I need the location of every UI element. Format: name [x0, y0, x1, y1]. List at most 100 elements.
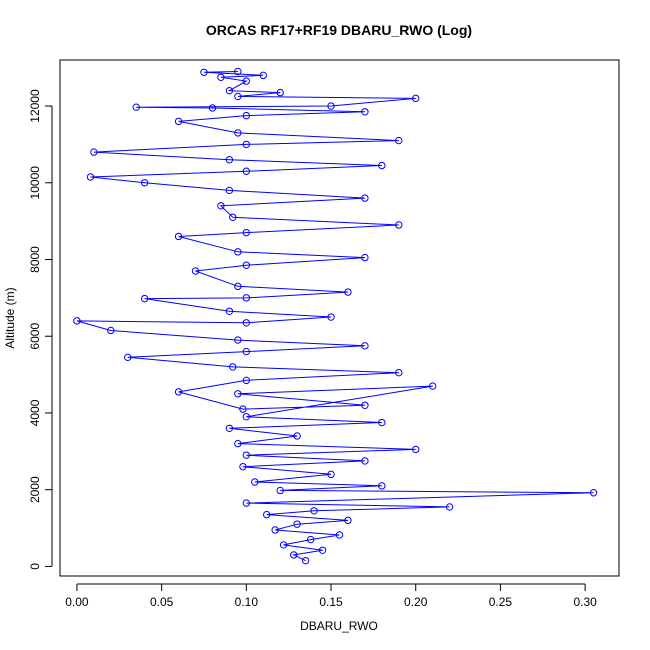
data-point — [234, 390, 242, 398]
data-point — [361, 194, 369, 202]
data-point — [344, 516, 352, 525]
series-line — [76, 71, 594, 562]
data-point — [86, 173, 95, 181]
chart-title: ORCAS RF17+RF19 DBARU_RWO (Log) — [206, 22, 472, 38]
data-point — [307, 535, 315, 544]
data-point — [361, 108, 369, 116]
data-point — [217, 202, 225, 210]
data-point — [217, 73, 225, 81]
data-point — [242, 77, 251, 85]
data-point — [234, 67, 242, 76]
data-point — [276, 486, 284, 495]
data-point — [293, 520, 301, 528]
data-point — [234, 129, 242, 137]
data-point — [242, 228, 251, 237]
data-point — [73, 317, 81, 325]
plot-frame — [59, 59, 620, 577]
data-point — [242, 319, 251, 327]
data-point — [225, 424, 234, 432]
data-point — [428, 382, 437, 390]
data-point — [174, 232, 183, 241]
data-point — [234, 248, 242, 256]
data-point — [132, 103, 140, 111]
data-point — [242, 294, 251, 302]
y-tick-label: 12000 — [28, 89, 42, 123]
y-tick-label: 0 — [28, 563, 42, 570]
data-point — [229, 363, 237, 371]
y-tick-label: 4000 — [28, 399, 42, 426]
data-point — [318, 546, 327, 554]
data-point — [225, 307, 234, 315]
data-point — [234, 282, 242, 291]
data-layer — [73, 67, 598, 565]
data-point — [344, 288, 352, 296]
x-tick-label: 0.25 — [489, 595, 513, 609]
data-point — [378, 161, 386, 170]
data-point — [412, 445, 420, 454]
data-point — [174, 388, 183, 396]
data-point — [200, 68, 208, 76]
data-point — [327, 102, 335, 110]
data-point — [335, 531, 344, 539]
data-point — [395, 221, 403, 229]
data-point — [174, 117, 183, 126]
data-point — [251, 478, 259, 486]
data-point — [225, 86, 234, 95]
x-axis: 0.00 0.05 0.10 0.15 0.20 0.25 0.30 — [65, 583, 597, 609]
data-point — [242, 499, 251, 507]
data-point — [301, 556, 310, 565]
data-point — [361, 342, 369, 350]
data-point — [191, 267, 200, 275]
x-tick-label: 0.30 — [573, 595, 597, 609]
y-axis-label: Altitude (m) — [3, 287, 17, 348]
data-point — [262, 510, 271, 519]
data-point — [239, 405, 247, 413]
data-point — [378, 482, 386, 490]
data-point — [395, 136, 403, 145]
data-point — [239, 462, 247, 471]
data-point — [234, 92, 242, 101]
x-tick-label: 0.05 — [150, 595, 174, 609]
data-point — [242, 140, 251, 149]
x-tick-label: 0.00 — [65, 595, 89, 609]
data-point — [310, 507, 318, 515]
data-point — [293, 432, 301, 440]
data-point — [242, 451, 251, 459]
data-point — [361, 457, 369, 465]
y-tick-label: 6000 — [28, 323, 42, 350]
data-point — [259, 71, 267, 80]
data-point — [290, 551, 298, 559]
y-tick-label: 10000 — [28, 166, 42, 200]
data-point — [140, 179, 149, 187]
data-point — [276, 88, 284, 97]
x-tick-label: 0.10 — [235, 595, 259, 609]
x-axis-label: DBARU_RWO — [300, 619, 378, 633]
data-point — [445, 503, 454, 511]
data-point — [242, 376, 251, 385]
data-point — [327, 313, 335, 321]
x-tick-label: 0.20 — [404, 595, 428, 609]
data-point — [378, 418, 386, 427]
x-tick-label: 0.15 — [319, 595, 343, 609]
data-point — [234, 336, 242, 344]
data-point — [90, 148, 98, 156]
data-point — [225, 186, 234, 195]
y-tick-label: 2000 — [28, 476, 42, 503]
data-point — [589, 489, 598, 497]
y-tick-label: 8000 — [28, 246, 42, 273]
y-axis: 0 2000 4000 6000 8000 10000 12000 — [28, 89, 53, 570]
data-point — [412, 94, 420, 103]
data-point — [242, 111, 251, 120]
data-point — [271, 526, 279, 534]
data-point — [225, 156, 234, 164]
data-point — [234, 439, 242, 448]
data-point — [361, 253, 369, 262]
data-point — [242, 261, 251, 269]
data-point — [242, 413, 251, 421]
data-point — [361, 401, 369, 409]
data-point — [208, 104, 217, 112]
data-point — [229, 213, 237, 221]
data-point — [242, 167, 251, 175]
